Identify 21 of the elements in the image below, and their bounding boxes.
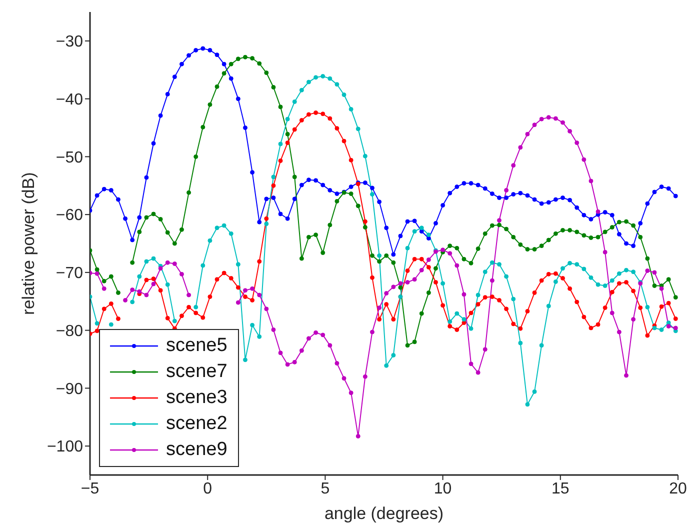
x-axis-title: angle (degrees) [324, 504, 444, 523]
y-tick-label: −70 [56, 265, 84, 282]
x-tick-label: −5 [80, 480, 100, 498]
y-tick-label: −40 [56, 91, 84, 108]
y-tick-label: −80 [56, 322, 84, 340]
x-tick-label: 10 [434, 480, 452, 498]
y-tick-label: −100 [46, 438, 84, 456]
x-tick-label: 20 [669, 480, 687, 498]
y-tick-label: −90 [56, 380, 84, 398]
legend-label: scene2 [166, 413, 228, 435]
x-tick-label: 15 [552, 480, 570, 498]
x-tick-label: 0 [203, 480, 212, 498]
legend-label: scene5 [166, 335, 228, 357]
y-tick-label: −60 [56, 207, 84, 224]
y-axis-title: relative power (dB) [19, 172, 38, 315]
legend-label: scene3 [166, 387, 228, 409]
x-tick-label: 5 [320, 480, 330, 498]
y-tick-label: −30 [56, 34, 84, 51]
legend-label: scene7 [166, 361, 228, 383]
y-tick-label: −50 [56, 149, 84, 166]
legend-label: scene9 [166, 439, 228, 461]
